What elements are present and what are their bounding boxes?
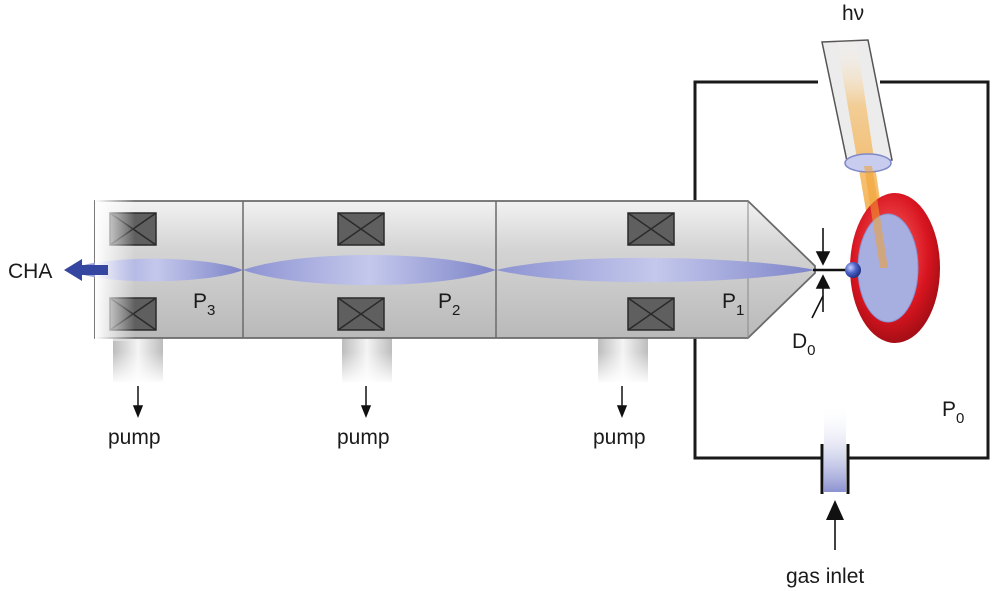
pump-arrows [132, 386, 628, 419]
lens-element-cross [627, 297, 675, 331]
pump-label-3: pump [593, 426, 646, 449]
sample-spot [845, 262, 861, 278]
lens-element-cross [627, 212, 675, 246]
d0-label: D0 [792, 330, 816, 359]
p2-label: P2 [438, 290, 460, 319]
gas-inlet-arrow [826, 500, 844, 520]
sample [845, 166, 940, 343]
p3-label: P3 [193, 290, 215, 319]
output-arrow [64, 259, 108, 281]
hv-label: hν [842, 2, 864, 25]
pump-label-1: pump [108, 426, 161, 449]
d0-marker [811, 228, 831, 319]
p0-label: P0 [942, 398, 964, 427]
electron-beam [70, 255, 815, 285]
pump-pipes [113, 332, 648, 384]
gas-inlet [820, 404, 850, 550]
pump-label-2: pump [337, 426, 390, 449]
lens-element-cross [337, 212, 385, 246]
analysis-chamber [693, 80, 990, 460]
cha-label: CHA [8, 260, 52, 283]
p1-label: P1 [722, 290, 744, 319]
lens-element-cross [337, 297, 385, 331]
gas-inlet-label: gas inlet [786, 565, 864, 588]
